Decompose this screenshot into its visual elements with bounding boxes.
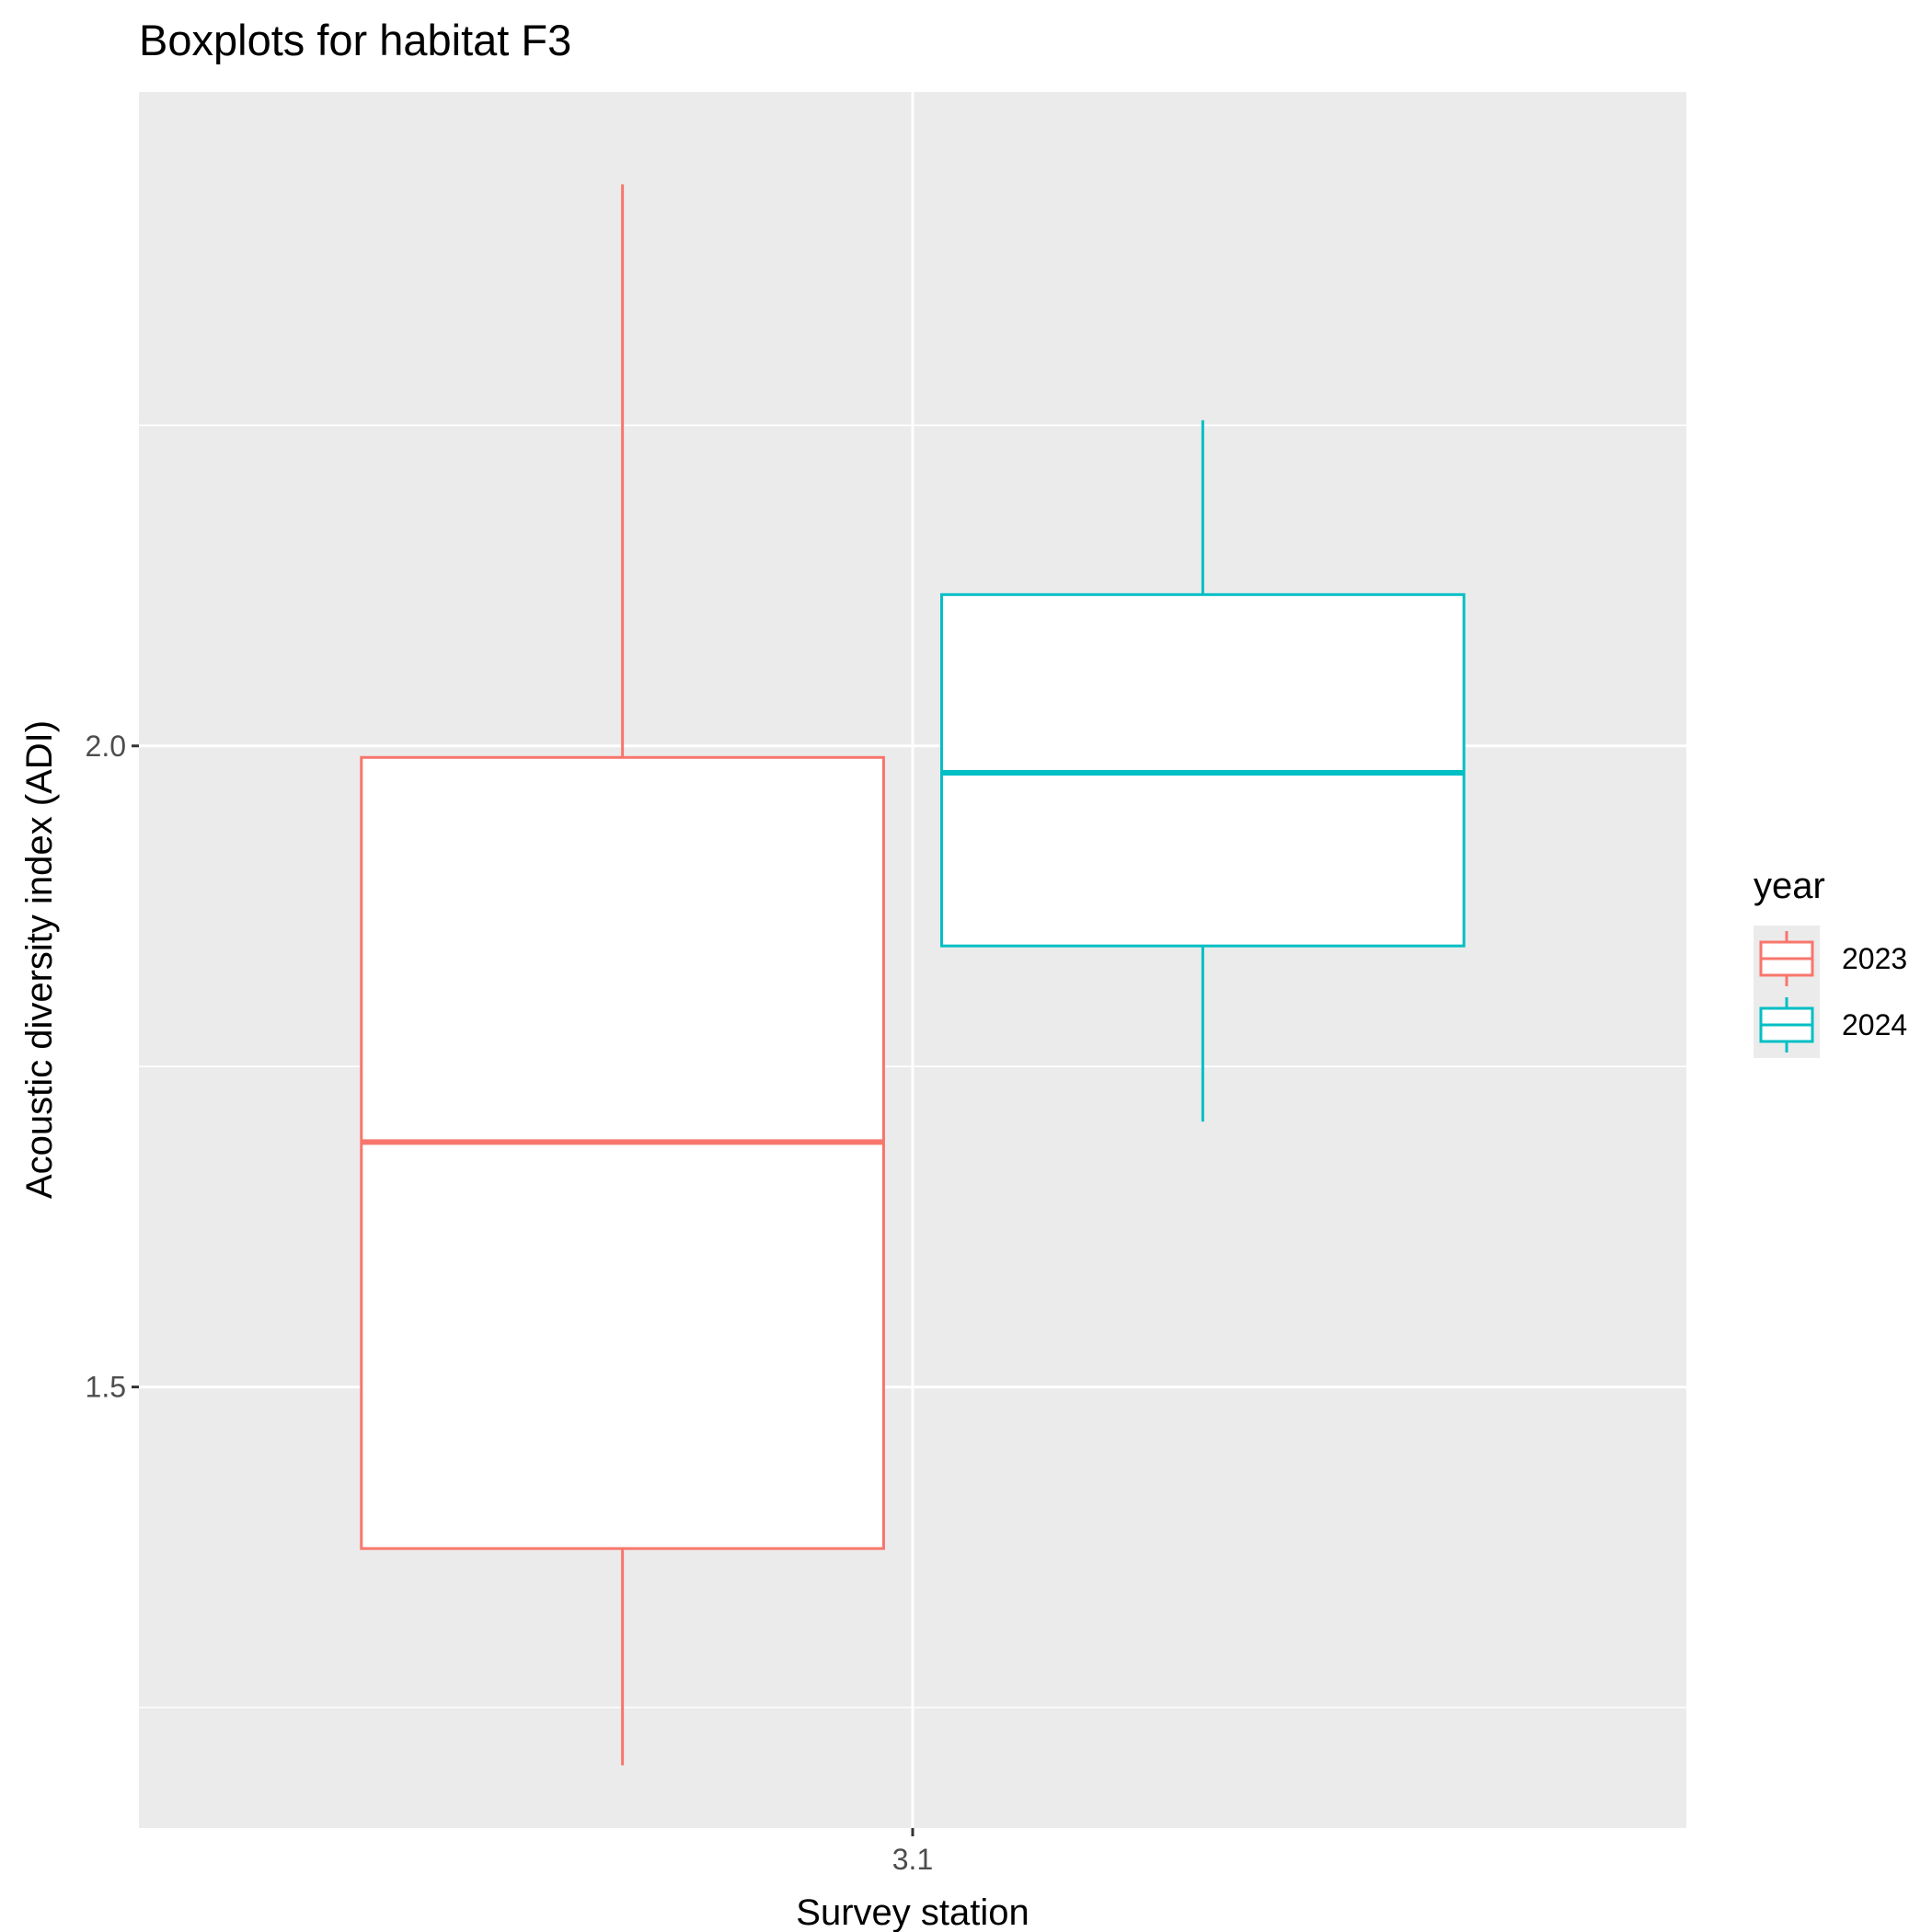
legend: year 2023 2024 bbox=[1754, 866, 1907, 1058]
legend-label: 2023 bbox=[1842, 942, 1907, 975]
x-axis-label: Survey station bbox=[796, 1892, 1029, 1932]
y-tick-label: 1.5 bbox=[86, 1371, 126, 1404]
legend-title: year bbox=[1754, 866, 1825, 906]
legend-key-2024 bbox=[1754, 992, 1820, 1058]
box-layer bbox=[360, 184, 1466, 1765]
y-tick-label: 2.0 bbox=[86, 730, 126, 763]
x-tick-label: 3.1 bbox=[892, 1843, 933, 1876]
legend-items: 2023 2024 bbox=[1754, 926, 1907, 1058]
axis-layer: 1.5 2.0 3.1 bbox=[86, 730, 934, 1876]
y-axis-label: Acoustic diversity index (ADI) bbox=[19, 720, 60, 1199]
chart-title: Boxplots for habitat F3 bbox=[139, 16, 571, 64]
legend-label: 2024 bbox=[1842, 1008, 1907, 1041]
box-iqr bbox=[360, 755, 885, 1550]
legend-key-2023 bbox=[1754, 926, 1820, 992]
boxplot-2023 bbox=[360, 184, 885, 1765]
boxplot-2024 bbox=[940, 420, 1466, 1122]
